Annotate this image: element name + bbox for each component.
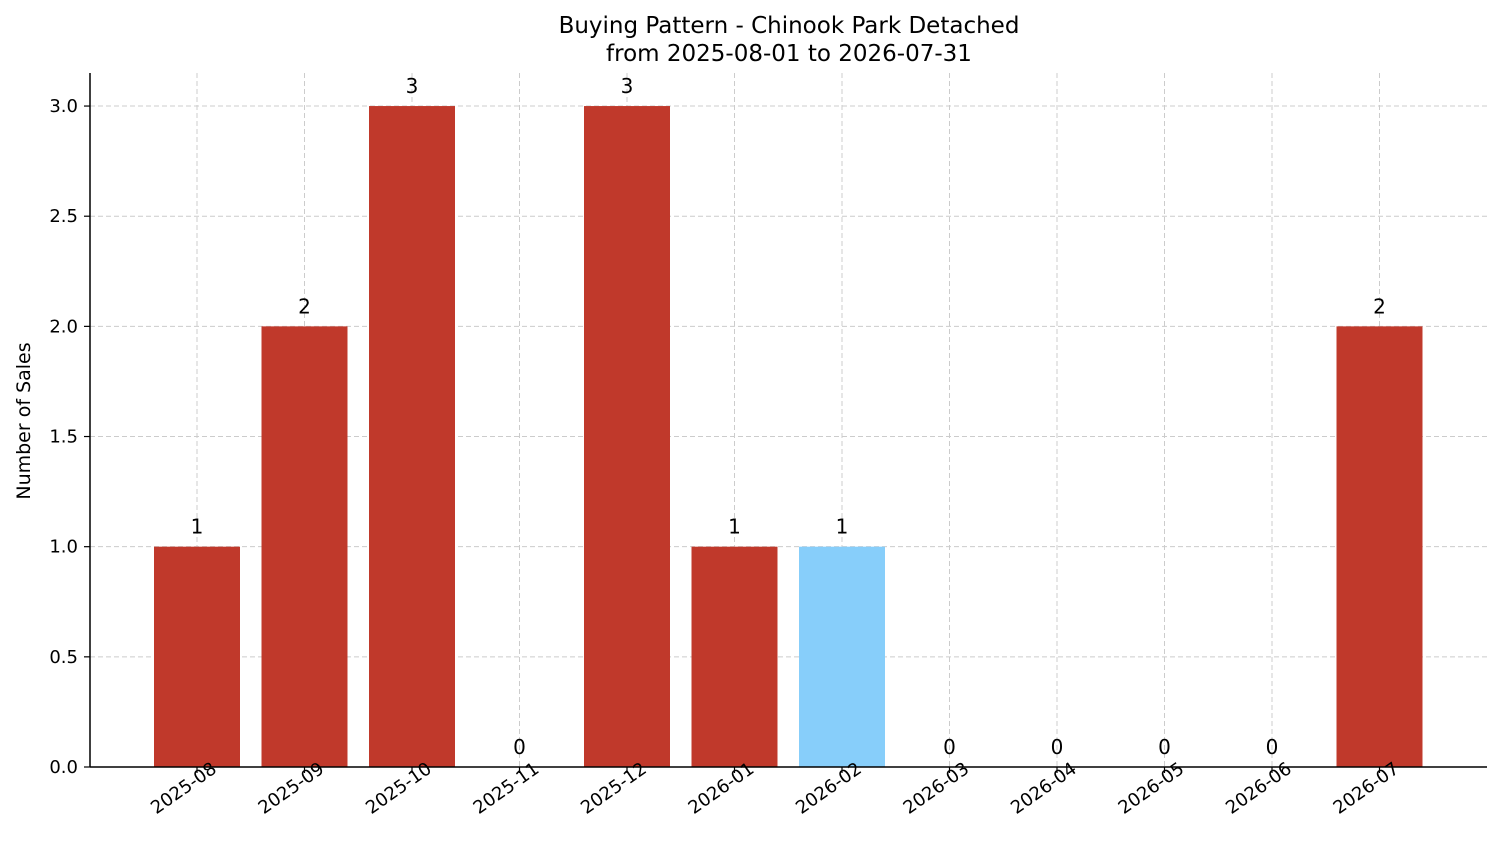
y-tick-label: 1.0 [49,537,78,558]
bar-2025-09 [261,326,348,767]
bars-layer [154,106,1423,768]
bar-value-label: 0 [1051,735,1064,759]
bar-value-label: 2 [1373,294,1386,318]
bar-value-label: 1 [728,515,741,539]
axes-layer [89,73,1487,768]
y-tick-label: 2.0 [49,316,78,337]
bar-2026-02 [799,546,885,767]
bar-2025-08 [154,546,240,767]
data-labels-layer: 1 2 3 0 3 1 1 0 0 0 0 2 [191,74,1386,759]
bar-value-label: 1 [836,515,849,539]
y-tick-label: 2.5 [49,206,78,227]
bar-value-label: 3 [621,74,634,98]
y-tick-label: 0.0 [49,757,78,778]
chart-title: Buying Pattern - Chinook Park Detached [559,13,1020,39]
bar-2025-10 [369,106,455,768]
y-tick-label: 0.5 [49,647,78,668]
chart-subtitle: from 2025-08-01 to 2026-07-31 [606,41,972,67]
bar-value-label: 1 [191,515,204,539]
y-axis-label: Number of Sales [13,342,35,499]
bar-value-label: 0 [943,735,956,759]
bar-value-label: 0 [1158,735,1171,759]
bar-2026-01 [691,546,778,767]
bar-value-label: 0 [513,735,526,759]
bar-value-label: 2 [298,294,311,318]
bar-2025-12 [584,106,670,768]
bar-value-label: 3 [406,74,419,98]
y-tick-label: 1.5 [49,427,78,448]
bar-value-label: 0 [1266,735,1279,759]
y-tick-label: 3.0 [49,96,78,117]
bar-2026-07 [1336,326,1423,767]
